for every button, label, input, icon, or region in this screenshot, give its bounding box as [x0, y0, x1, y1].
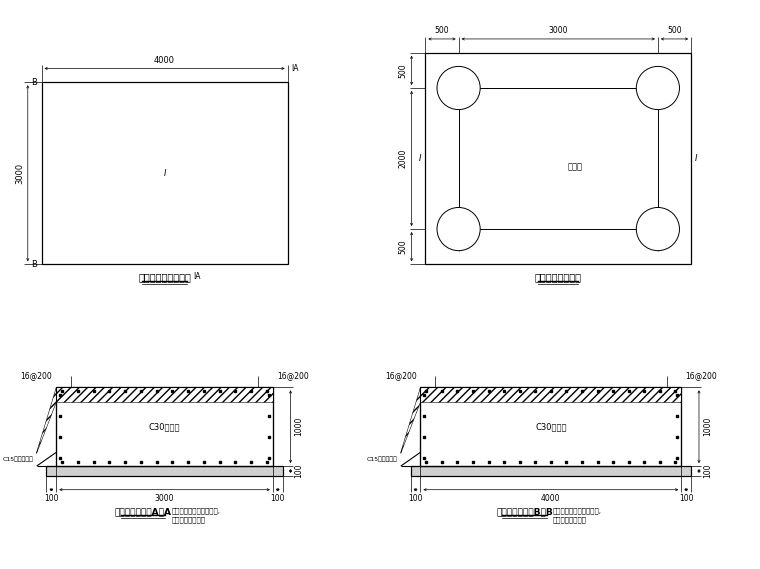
Bar: [410, 466, 691, 476]
Text: 基础预埋件布置图: 基础预埋件布置图: [535, 272, 581, 282]
Text: C30混凝土: C30混凝土: [535, 422, 567, 431]
Text: 注：承台上下层配筋相同,: 注：承台上下层配筋相同,: [553, 508, 602, 514]
Text: 4000: 4000: [154, 56, 175, 64]
Text: 500: 500: [399, 63, 407, 78]
Circle shape: [636, 208, 679, 251]
Text: 100: 100: [294, 464, 303, 479]
Text: 承台配筋断面图B－B: 承台配筋断面图B－B: [496, 508, 553, 517]
Bar: [420, 387, 681, 402]
Text: C15混凝土垫层: C15混凝土垫层: [367, 456, 397, 462]
Text: B: B: [30, 260, 36, 269]
Text: 16@200: 16@200: [385, 371, 416, 380]
Text: 16@200: 16@200: [21, 371, 52, 380]
Text: 临时基础承台平面图: 临时基础承台平面图: [138, 272, 191, 282]
Text: 100: 100: [44, 494, 59, 502]
Text: 100: 100: [703, 464, 712, 479]
Text: I: I: [163, 169, 166, 178]
Text: 承台配筋断面图A－A: 承台配筋断面图A－A: [115, 508, 172, 517]
Text: 左右侧配筋相同。: 左右侧配筋相同。: [171, 516, 205, 523]
Circle shape: [437, 67, 480, 110]
Text: I: I: [695, 154, 698, 163]
Circle shape: [437, 208, 480, 251]
Text: I: I: [419, 154, 422, 163]
Text: IA: IA: [193, 272, 201, 281]
Text: 1000: 1000: [703, 417, 712, 436]
Bar: [56, 387, 273, 466]
Bar: [46, 466, 283, 476]
Text: C15混凝土垫层: C15混凝土垫层: [3, 456, 33, 462]
Polygon shape: [401, 387, 420, 453]
Text: 100: 100: [408, 494, 423, 502]
Circle shape: [636, 67, 679, 110]
Text: 16@200: 16@200: [686, 371, 717, 380]
Text: C30混凝土: C30混凝土: [149, 422, 180, 431]
Polygon shape: [36, 387, 56, 453]
Bar: [56, 387, 273, 402]
Text: 500: 500: [435, 26, 449, 35]
Text: 2000: 2000: [399, 149, 407, 168]
Text: 500: 500: [399, 240, 407, 254]
Text: 16@200: 16@200: [277, 371, 309, 380]
Bar: [42, 83, 287, 265]
Text: 500: 500: [667, 26, 682, 35]
Text: 100: 100: [271, 494, 285, 502]
Text: 左右侧配筋相同。: 左右侧配筋相同。: [553, 516, 587, 523]
Text: 3000: 3000: [549, 26, 568, 35]
Text: 预埋件: 预埋件: [568, 162, 583, 171]
Bar: [458, 88, 658, 229]
Text: 3000: 3000: [155, 494, 174, 502]
Text: IA: IA: [292, 64, 299, 73]
Text: 1000: 1000: [294, 417, 303, 436]
Text: 注：承台上下层配筋相同,: 注：承台上下层配筋相同,: [171, 508, 220, 514]
Text: 4000: 4000: [541, 494, 561, 502]
Text: B: B: [30, 78, 36, 86]
Bar: [420, 387, 681, 466]
Text: 100: 100: [679, 494, 693, 502]
Bar: [426, 53, 691, 265]
Text: 3000: 3000: [15, 163, 24, 184]
